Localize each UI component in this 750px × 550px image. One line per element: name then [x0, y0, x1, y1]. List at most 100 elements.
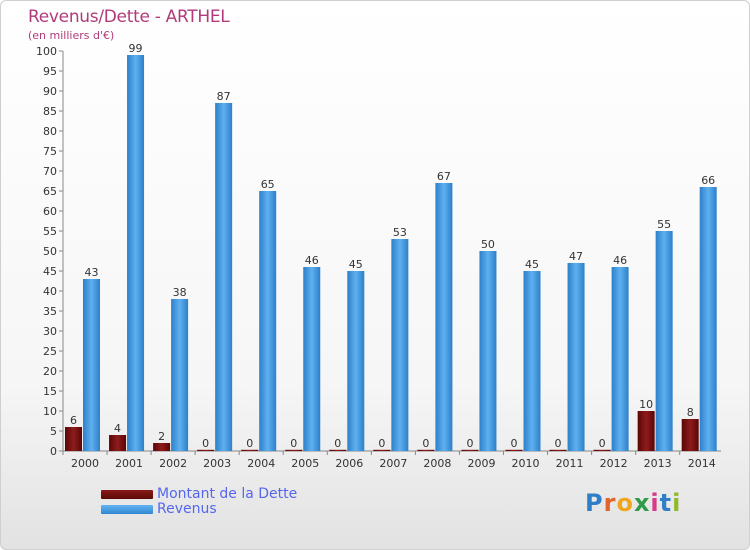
- data-label-dette: 0: [555, 437, 562, 450]
- x-tick-label: 2013: [644, 457, 672, 470]
- bar-dette: [593, 449, 611, 451]
- y-tick-label: 100: [36, 45, 57, 58]
- x-tick-label: 2007: [379, 457, 407, 470]
- bar-dette: [329, 449, 347, 451]
- y-tick-label: 70: [43, 165, 57, 178]
- y-tick-label: 35: [43, 305, 57, 318]
- data-label-revenus: 38: [173, 286, 187, 299]
- legend-label-dette: Montant de la Dette: [157, 486, 298, 502]
- data-label-dette: 0: [246, 437, 253, 450]
- bar-dette: [65, 427, 82, 451]
- x-tick-label: 2003: [203, 457, 231, 470]
- bar-revenus: [303, 267, 321, 451]
- chart-subtitle: (en milliers d'€): [28, 29, 115, 42]
- x-tick-label: 2005: [291, 457, 319, 470]
- data-label-dette: 0: [378, 437, 385, 450]
- data-label-dette: 10: [639, 398, 653, 411]
- x-tick-label: 2014: [688, 457, 716, 470]
- bar-dette: [153, 443, 171, 451]
- x-tick-label: 2008: [423, 457, 451, 470]
- data-label-dette: 0: [466, 437, 473, 450]
- y-tick-label: 80: [43, 125, 57, 138]
- bar-revenus: [655, 231, 673, 451]
- data-label-dette: 8: [687, 406, 694, 419]
- data-label-revenus: 50: [481, 238, 495, 251]
- bar-revenus: [391, 239, 409, 451]
- bar-dette: [505, 449, 523, 451]
- data-label-revenus: 65: [261, 178, 275, 191]
- y-tick-label: 55: [43, 225, 57, 238]
- data-label-revenus: 47: [569, 250, 583, 263]
- data-label-revenus: 53: [393, 226, 407, 239]
- bar-revenus: [83, 279, 100, 451]
- x-tick-label: 2000: [71, 457, 99, 470]
- x-tick-label: 2012: [600, 457, 628, 470]
- bar-dette: [549, 449, 567, 451]
- data-label-dette: 0: [511, 437, 518, 450]
- y-tick-label: 60: [43, 205, 57, 218]
- bar-revenus: [171, 299, 189, 451]
- data-label-revenus: 46: [613, 254, 627, 267]
- x-tick-label: 2009: [467, 457, 495, 470]
- legend-swatch-revenus: [101, 505, 153, 514]
- data-label-revenus: 87: [217, 90, 231, 103]
- y-tick-label: 95: [43, 65, 57, 78]
- bar-revenus: [435, 183, 453, 451]
- y-tick-label: 45: [43, 265, 57, 278]
- data-label-revenus: 55: [657, 218, 671, 231]
- bar-dette: [109, 435, 127, 451]
- y-tick-label: 5: [50, 425, 57, 438]
- y-tick-label: 10: [43, 405, 57, 418]
- bar-revenus: [567, 263, 585, 451]
- y-tick-label: 50: [43, 245, 57, 258]
- bar-dette: [461, 449, 479, 451]
- data-label-dette: 2: [158, 430, 165, 443]
- x-tick-label: 2011: [556, 457, 584, 470]
- x-tick-label: 2010: [512, 457, 540, 470]
- bar-revenus: [259, 191, 277, 451]
- data-label-revenus: 46: [305, 254, 319, 267]
- x-tick-label: 2006: [335, 457, 363, 470]
- bar-dette: [197, 449, 215, 451]
- data-label-revenus: 99: [129, 42, 143, 55]
- legend-swatch-dette: [101, 490, 153, 499]
- y-tick-label: 0: [50, 445, 57, 458]
- x-tick-label: 2002: [159, 457, 187, 470]
- bar-revenus: [523, 271, 541, 451]
- data-label-dette: 0: [290, 437, 297, 450]
- y-tick-label: 20: [43, 365, 57, 378]
- data-label-revenus: 45: [349, 258, 363, 271]
- data-label-dette: 0: [599, 437, 606, 450]
- bar-dette: [241, 449, 259, 451]
- data-label-dette: 6: [70, 414, 77, 427]
- x-tick-label: 2004: [247, 457, 275, 470]
- bar-revenus: [611, 267, 629, 451]
- bar-dette: [417, 449, 435, 451]
- bar-dette: [637, 411, 655, 451]
- bar-revenus: [215, 103, 233, 451]
- proxiti-logo: Proxiti: [585, 489, 682, 517]
- chart-title: Revenus/Dette - ARTHEL: [28, 7, 230, 27]
- bar-revenus: [127, 55, 145, 451]
- data-label-revenus: 43: [85, 266, 99, 279]
- data-label-revenus: 67: [437, 170, 451, 183]
- y-tick-label: 25: [43, 345, 57, 358]
- x-tick-label: 2001: [115, 457, 143, 470]
- data-label-revenus: 45: [525, 258, 539, 271]
- bar-revenus: [479, 251, 497, 451]
- y-tick-label: 30: [43, 325, 57, 338]
- bar-dette: [681, 419, 699, 451]
- y-tick-label: 85: [43, 105, 57, 118]
- y-tick-label: 65: [43, 185, 57, 198]
- y-tick-label: 90: [43, 85, 57, 98]
- y-tick-label: 15: [43, 385, 57, 398]
- data-label-dette: 0: [334, 437, 341, 450]
- data-label-dette: 0: [202, 437, 209, 450]
- data-label-revenus: 66: [701, 174, 715, 187]
- legend-label-revenus: Revenus: [157, 501, 217, 517]
- data-label-dette: 4: [114, 422, 121, 435]
- bar-revenus: [699, 187, 717, 451]
- y-tick-label: 75: [43, 145, 57, 158]
